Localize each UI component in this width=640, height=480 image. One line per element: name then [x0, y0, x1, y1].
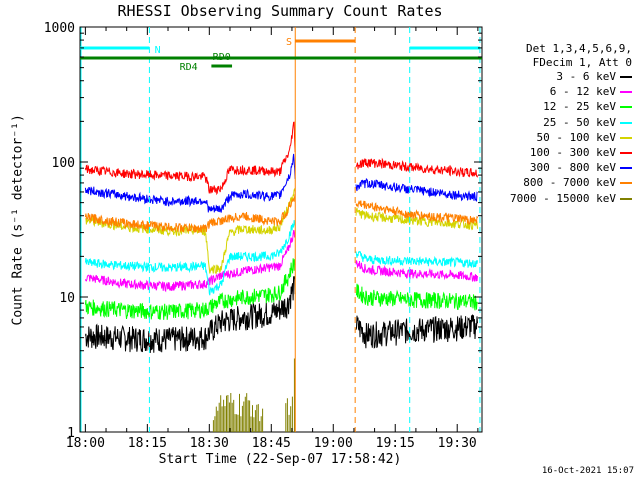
- legend-swatch: [620, 197, 632, 200]
- legend-item: 100 - 300 keV: [530, 146, 632, 161]
- legend-label: 100 - 300 keV: [529, 146, 616, 159]
- tick-layer: 18:00 18:15 18:30 18:45 19:00 19:15 19:30 1 10 10…: [44, 21, 482, 451]
- x-tick-label: 18:00: [66, 436, 105, 451]
- y-tick-label: 100: [52, 156, 75, 171]
- series-spikes-high-energy: [212, 358, 295, 432]
- series-line-7: [84, 193, 478, 234]
- legend-label: 3 - 6 keV: [556, 70, 616, 83]
- legend-item: 6 - 12 keV: [550, 85, 632, 100]
- legend-swatch: [620, 91, 632, 94]
- legend-item: 12 - 25 keV: [543, 100, 632, 115]
- x-tick-label: 18:30: [190, 436, 229, 451]
- legend-swatch: [620, 76, 632, 78]
- legend-label: 6 - 12 keV: [549, 85, 616, 99]
- marker-rd4: RD4: [180, 62, 198, 73]
- series-line-3: [84, 220, 478, 296]
- legend-label: 25 - 50 keV: [543, 115, 616, 129]
- legend-item: 3 - 6 keV: [556, 70, 632, 85]
- plot-frame: [79, 26, 483, 433]
- legend-label: 300 - 800 keV: [529, 161, 616, 175]
- legend-swatch: [620, 152, 632, 154]
- series-line-2: [84, 258, 478, 320]
- legend-swatch: [620, 121, 632, 124]
- y-axis-label: Count Rate (s⁻¹ detector⁻¹): [10, 114, 26, 326]
- legend-header-line-2: FDecim 1, Att 0: [532, 56, 632, 69]
- marker-s: S: [286, 37, 292, 48]
- legend-header-line-1: Det 1,3,4,5,6,9,: [526, 42, 632, 55]
- legend-item: 800 - 7000 keV: [523, 176, 632, 191]
- plot-border: [79, 26, 483, 433]
- legend-item: 300 - 800 keV: [530, 161, 632, 176]
- annotation-layer: N S RD0 RD4: [80, 27, 482, 432]
- chart-title: RHESSI Observing Summary Count Rates: [117, 2, 443, 20]
- legend-swatch: [620, 106, 632, 109]
- legend-label: 7000 - 15000 keV: [510, 191, 616, 205]
- y-tick-label: 10: [59, 291, 75, 306]
- legend-label: 50 - 100 keV: [536, 130, 616, 144]
- series-line-6: [84, 153, 478, 213]
- marker-n: N: [155, 45, 161, 56]
- legend-item: 50 - 100 keV: [537, 131, 632, 146]
- marker-rd0: RD0: [213, 52, 231, 63]
- series-line-0: [84, 276, 478, 353]
- legend-swatch: [620, 136, 632, 139]
- series-layer: [84, 121, 478, 432]
- x-tick-label: 19:30: [438, 436, 477, 451]
- legend-item: 7000 - 15000 keV: [510, 192, 632, 207]
- series-line-5: [84, 121, 478, 196]
- x-tick-label: 18:15: [128, 436, 167, 451]
- legend-label: 12 - 25 keV: [543, 100, 616, 114]
- x-tick-label: 19:00: [314, 436, 353, 451]
- legend-label: 800 - 7000 keV: [523, 176, 616, 190]
- legend-swatch: [620, 167, 632, 170]
- x-tick-label: 18:45: [252, 436, 291, 451]
- y-tick-label: 1: [67, 426, 75, 441]
- legend-item: 25 - 50 keV: [543, 116, 632, 131]
- legend-swatch: [620, 182, 632, 185]
- y-tick-label: 1000: [44, 21, 75, 36]
- timestamp: 16-Oct-2021 15:07: [541, 466, 634, 476]
- x-axis-label: Start Time (22-Sep-07 17:58:42): [158, 452, 402, 467]
- series-line-1: [84, 229, 478, 293]
- x-tick-label: 19:15: [376, 436, 415, 451]
